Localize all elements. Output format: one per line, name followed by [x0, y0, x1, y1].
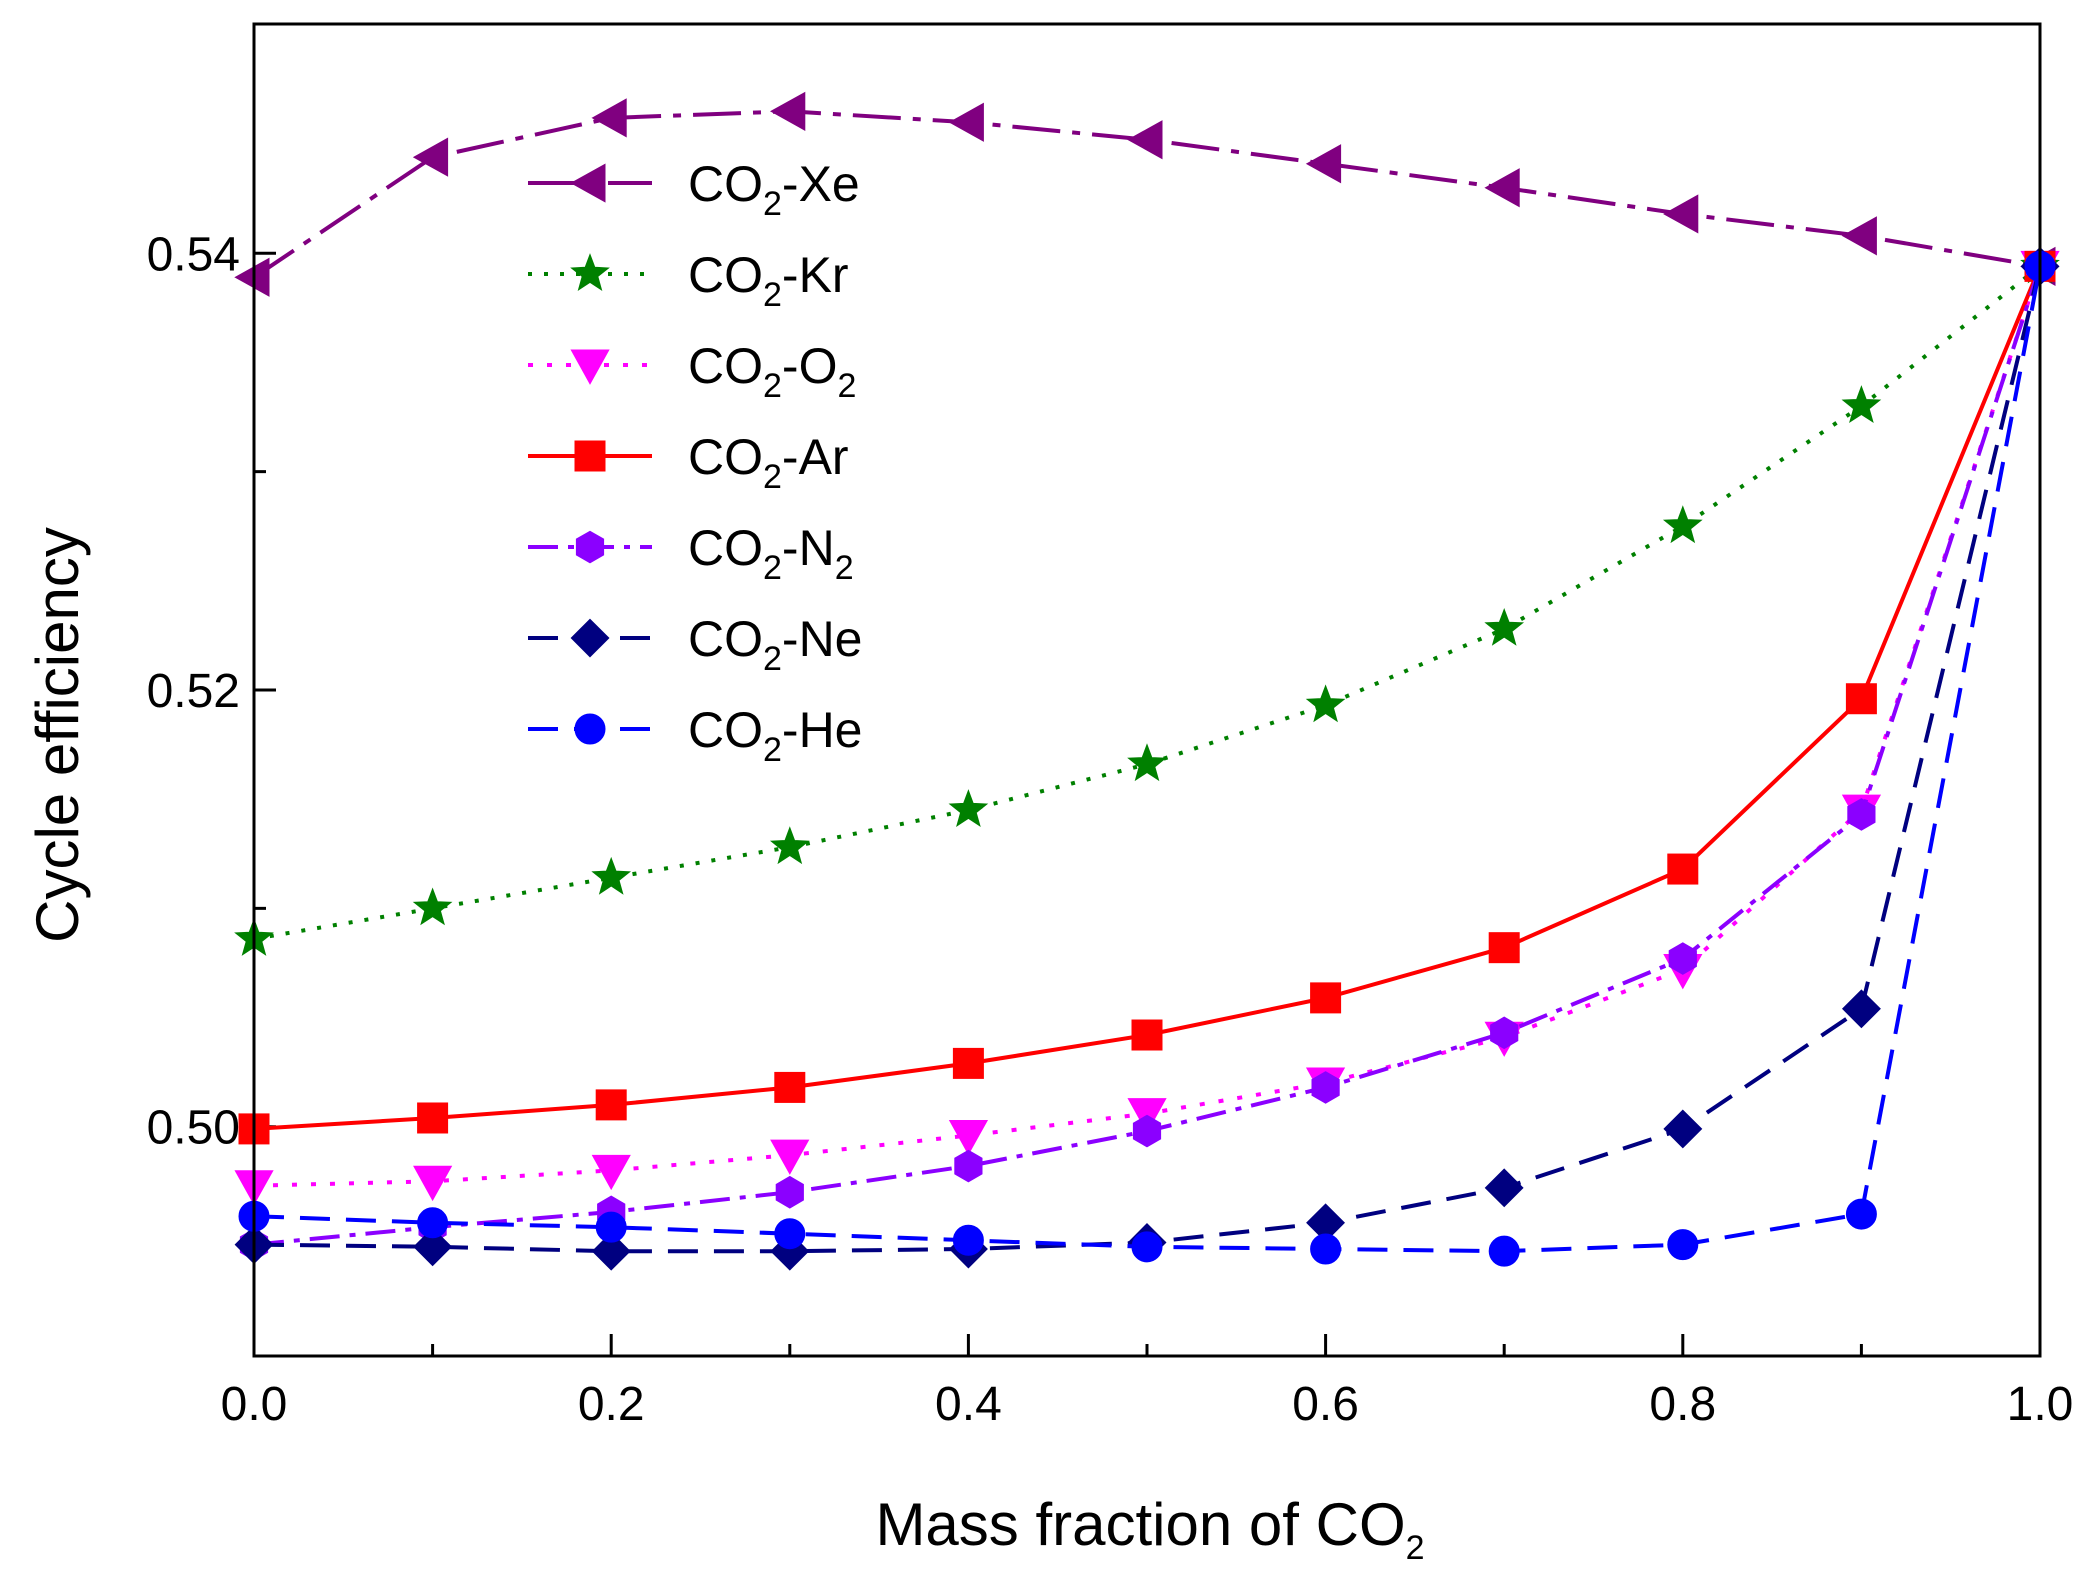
data-point-ar [952, 1047, 984, 1079]
data-point-he [1845, 1198, 1877, 1230]
data-point-xe [948, 102, 984, 142]
legend-label-kr: CO2-Kr [688, 247, 849, 314]
legend: CO2-Xe CO2-Kr CO2-O2 CO2-Ar CO2-N2 CO2-Ne CO2-… [528, 156, 863, 769]
data-point-o2 [413, 1165, 453, 1202]
series-kr [234, 245, 2060, 956]
data-point-kr [1662, 505, 1703, 544]
data-point-n2 [1311, 1071, 1340, 1104]
data-point-he [1131, 1231, 1163, 1263]
data-point-xe [769, 91, 806, 131]
series-line-xe [252, 109, 2041, 279]
data-point-he [1667, 1229, 1699, 1261]
legend-item-xe: CO2-Xe [528, 156, 860, 223]
data-point-ne [1663, 1109, 1703, 1149]
legend-label-he: CO2-He [688, 702, 863, 769]
data-point-o2 [591, 1154, 631, 1191]
data-point-n2 [775, 1175, 804, 1209]
x-tick-label: 0.4 [935, 1378, 1002, 1431]
data-point-he [774, 1218, 806, 1250]
y-axis-title: Cycle efficiency [24, 527, 91, 943]
data-point-kr [1841, 385, 1882, 424]
data-point-ar [1667, 853, 1699, 885]
legend-item-ne: CO2-Ne [528, 611, 863, 678]
x-tick-label: 0.2 [578, 1378, 645, 1431]
legend-label-xe: CO2-Xe [688, 156, 860, 223]
data-point-n2 [954, 1149, 983, 1183]
data-point-xe [412, 137, 449, 177]
x-tick-label: 1.0 [2007, 1378, 2074, 1431]
data-point-ar [1845, 683, 1877, 715]
data-point-ar [1131, 1019, 1163, 1051]
data-point-he [952, 1224, 984, 1256]
legend-marker-ar [574, 440, 606, 472]
data-point-ne [591, 1231, 631, 1271]
x-tick-label: 0.6 [1292, 1378, 1359, 1431]
y-axis-title-text: Cycle efficiency [24, 527, 91, 943]
legend-item-o2: CO2-O2 [528, 338, 856, 405]
series-ar [238, 250, 2056, 1145]
axis-ticks: 0.0 0.2 0.4 0.6 0.8 1.0 0.50 0.52 0.54 [147, 228, 2074, 1431]
data-point-kr [591, 856, 632, 895]
data-point-kr [1484, 607, 1525, 646]
data-point-xe [591, 98, 627, 138]
data-point-xe [1127, 120, 1163, 160]
series-layer [234, 91, 2060, 1271]
data-point-xe [1841, 216, 1877, 256]
y-tick-label: 0.54 [147, 228, 240, 281]
legend-item-he: CO2-He [528, 702, 863, 769]
data-point-ar [1310, 982, 1342, 1014]
legend-label-o2: CO2-O2 [688, 338, 856, 405]
legend-label-n2: CO2-N2 [688, 520, 854, 587]
plot-frame [252, 22, 2042, 1358]
data-point-he [595, 1211, 627, 1243]
legend-marker-kr [570, 253, 610, 291]
data-point-ar [595, 1089, 627, 1121]
series-line-kr [253, 264, 2042, 941]
data-point-n2 [1847, 798, 1876, 831]
data-point-he [417, 1207, 449, 1239]
data-point-n2 [1668, 942, 1697, 975]
data-point-xe [234, 257, 270, 297]
data-point-n2 [1490, 1016, 1519, 1050]
legend-marker-o2 [570, 349, 610, 385]
data-point-ne [413, 1227, 453, 1267]
legend-marker-he [574, 713, 606, 745]
data-point-o2 [948, 1120, 989, 1156]
x-tick-label: 0.0 [221, 1378, 288, 1431]
legend-label-ar: CO2-Ar [688, 429, 849, 496]
legend-marker-n2 [575, 530, 605, 564]
y-tick-label: 0.50 [147, 1102, 240, 1155]
data-point-xe [1663, 194, 1699, 234]
data-point-ar [774, 1071, 806, 1103]
data-point-kr [1305, 684, 1346, 723]
legend-item-n2: CO2-N2 [528, 520, 854, 587]
data-point-ar [1488, 932, 1520, 964]
y-tick-label: 0.52 [147, 665, 240, 718]
legend-label-ne: CO2-Ne [688, 611, 863, 678]
data-point-kr [412, 887, 453, 926]
data-point-ne [1484, 1168, 1524, 1208]
data-point-he [1488, 1235, 1520, 1267]
x-axis-title: Mass fraction of CO2 [875, 1491, 1424, 1567]
legend-marker-xe [570, 163, 606, 203]
legend-item-ar: CO2-Ar [528, 429, 849, 496]
legend-marker-ne [570, 618, 610, 658]
data-point-kr [948, 789, 989, 828]
data-point-ar [417, 1102, 449, 1134]
data-point-xe [1484, 168, 1520, 208]
data-point-xe [1305, 144, 1342, 184]
data-point-n2 [1132, 1114, 1162, 1148]
x-tick-label: 0.8 [1649, 1378, 1716, 1431]
series-xe [234, 91, 2056, 297]
data-point-o2 [770, 1139, 810, 1175]
data-point-ne [1841, 989, 1881, 1029]
series-line-ar [253, 265, 2042, 1131]
legend-item-kr: CO2-Kr [528, 247, 849, 314]
data-point-kr [769, 826, 810, 865]
data-point-he [1310, 1233, 1342, 1265]
data-point-kr [1127, 743, 1167, 782]
